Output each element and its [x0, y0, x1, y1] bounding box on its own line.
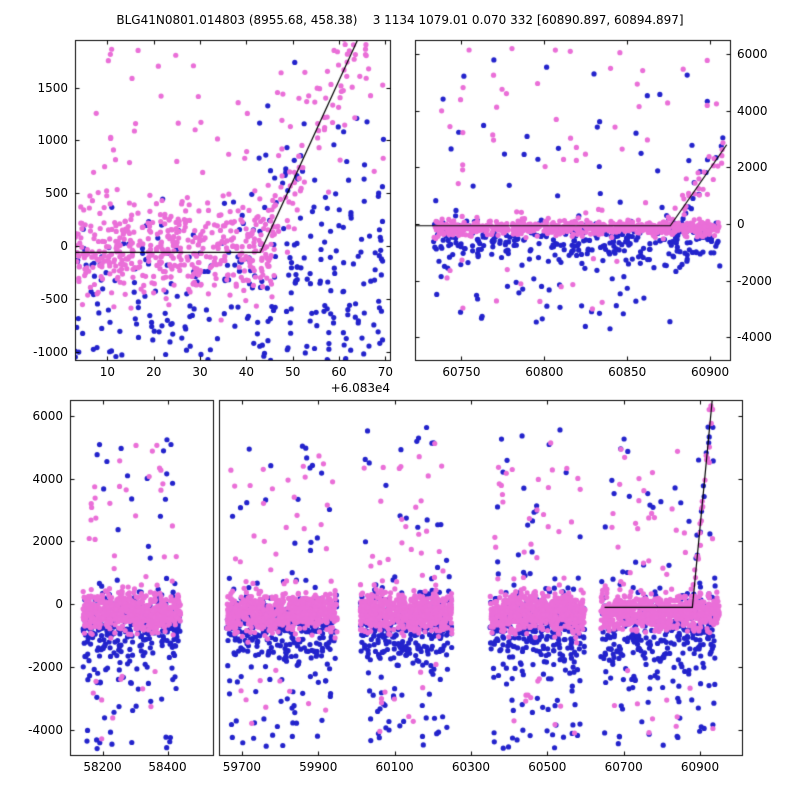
figure-title: BLG41N0801.014803 (8955.68, 458.38) 3 11…: [116, 13, 684, 27]
